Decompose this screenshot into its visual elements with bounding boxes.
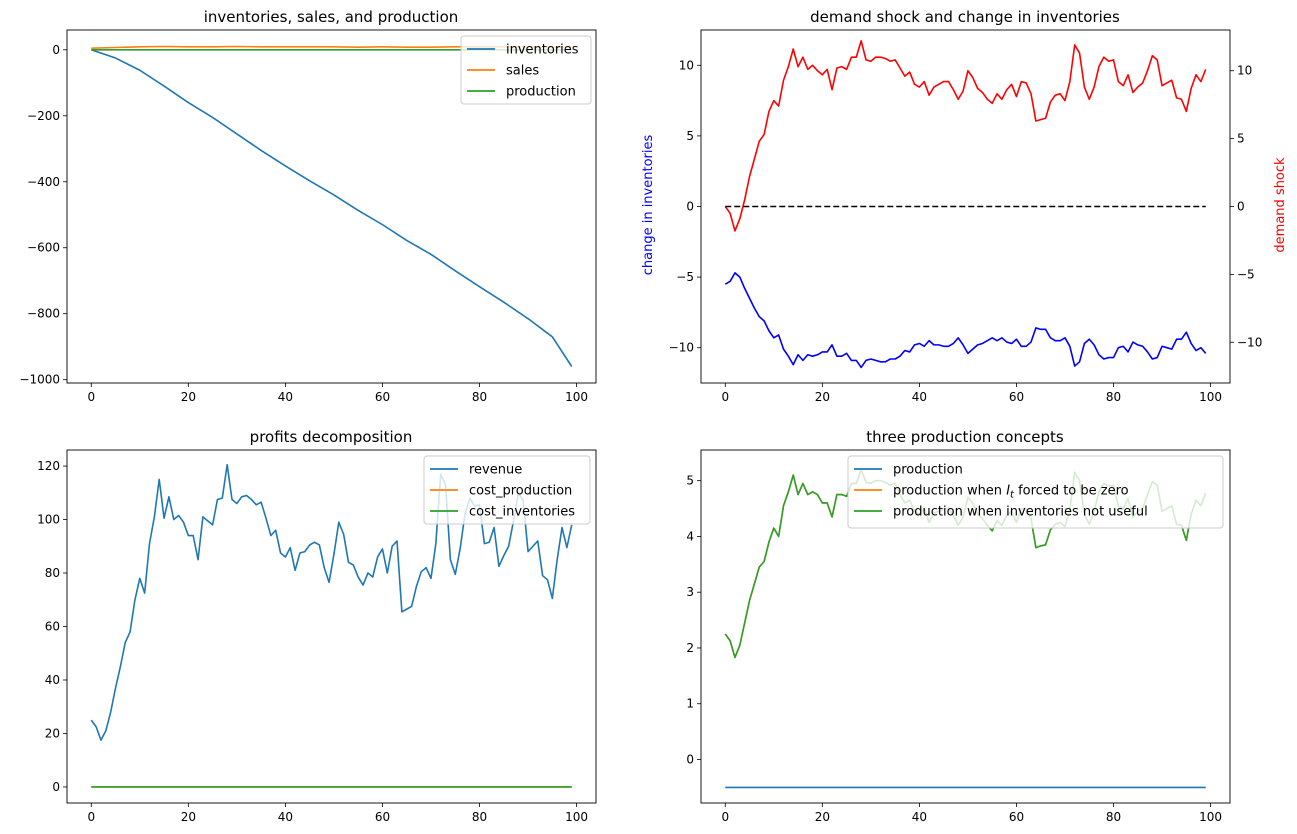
y-tick-label: 5 xyxy=(686,474,694,488)
x-tick-label: 20 xyxy=(181,810,196,824)
legend-label: revenue xyxy=(469,463,522,478)
y-tick-label: 10 xyxy=(679,58,694,72)
x-tick-label: 0 xyxy=(721,390,729,404)
x-tick-label: 80 xyxy=(472,810,487,824)
panel-title: profits decomposition xyxy=(250,428,413,446)
y-tick-label: 5 xyxy=(686,129,694,143)
legend-label: cost_inventories xyxy=(469,505,575,520)
y-tick-label: 0 xyxy=(686,753,694,767)
x-tick-label: 0 xyxy=(721,810,729,824)
legend-box xyxy=(460,35,592,105)
y-tick-label: 20 xyxy=(45,726,60,740)
x-tick-label: 80 xyxy=(472,390,487,404)
ylabel-right: demand shock xyxy=(1273,157,1288,253)
panel-three-production-concepts: three production concepts 0 20 40 60 80 100 0 1… xyxy=(686,428,1231,824)
y-tick-label: 120 xyxy=(37,459,60,473)
ylabel-left: change in inventories xyxy=(641,135,656,276)
y-tick-label: −600 xyxy=(27,241,60,255)
legend-label: inventories xyxy=(506,43,579,58)
series-line-change-in-inventories xyxy=(724,272,1207,369)
y-tick-label: 1 xyxy=(686,697,694,711)
series-line-inventories xyxy=(91,49,573,367)
plot-area xyxy=(90,463,573,788)
y-tick-label: −1000 xyxy=(19,373,60,387)
x-tick-label: 20 xyxy=(815,810,830,824)
y-tick-label: 80 xyxy=(45,566,60,580)
legend-label: production when It forced to be zero xyxy=(893,484,1129,501)
x-tick-label: 40 xyxy=(912,390,927,404)
legend-label: sales xyxy=(506,64,539,79)
x-tick-label: 80 xyxy=(1106,810,1121,824)
x-tick-label: 0 xyxy=(87,390,95,404)
y-tick-label: −200 xyxy=(27,109,60,123)
panel-profits-decomposition: profits decomposition 0 20 40 60 80 100 0 20 40 6… xyxy=(37,428,597,824)
legend: inventories sales production xyxy=(460,35,592,105)
legend-box xyxy=(847,455,1224,529)
y-tick-label-right: −10 xyxy=(1237,335,1262,349)
x-tick-label: 20 xyxy=(815,390,830,404)
legend-label: production when inventories not useful xyxy=(893,505,1148,520)
legend: revenue cost_production cost_inventories xyxy=(423,455,591,525)
x-tick-label: 0 xyxy=(87,810,95,824)
x-tick-label: 60 xyxy=(375,390,390,404)
y-tick-label: 0 xyxy=(52,780,60,794)
panel-inventories-sales-production: inventories, sales, and production 0 20 40… xyxy=(19,8,597,404)
plot-area xyxy=(724,40,1207,369)
y-tick-label-right: 5 xyxy=(1237,132,1245,146)
x-tick-label: 20 xyxy=(181,390,196,404)
y-tick-label: −5 xyxy=(676,270,694,284)
x-tick-label: 60 xyxy=(375,810,390,824)
y-tick-label: 100 xyxy=(37,513,60,527)
panel-title: demand shock and change in inventories xyxy=(810,8,1120,26)
y-tick-label: −800 xyxy=(27,307,60,321)
axes-frame xyxy=(700,449,1231,804)
panel-title: inventories, sales, and production xyxy=(204,8,459,26)
y-tick-label: −400 xyxy=(27,175,60,189)
y-tick-label: 2 xyxy=(686,641,694,655)
y-tick-label: 0 xyxy=(686,200,694,214)
panel-demand-shock: demand shock and change in inventories c… xyxy=(641,8,1288,404)
x-tick-label: 40 xyxy=(278,390,293,404)
x-tick-label: 60 xyxy=(1009,810,1024,824)
y-tick-label: 40 xyxy=(45,673,60,687)
legend-label: cost_production xyxy=(469,484,572,499)
y-tick-label: 0 xyxy=(52,43,60,57)
x-tick-label: 80 xyxy=(1106,390,1121,404)
x-tick-label: 100 xyxy=(565,810,588,824)
y-tick-label: 3 xyxy=(686,585,694,599)
y-tick-label-right: 10 xyxy=(1237,64,1252,78)
legend-label: production xyxy=(506,85,576,100)
x-tick-label: 40 xyxy=(912,810,927,824)
axes-frame xyxy=(66,29,597,384)
y-tick-label: 4 xyxy=(686,529,694,543)
legend-label: production xyxy=(893,463,963,478)
series-line-demand-shock xyxy=(724,40,1207,232)
x-tick-label: 100 xyxy=(1199,390,1222,404)
x-tick-label: 100 xyxy=(1199,810,1222,824)
x-tick-label: 60 xyxy=(1009,390,1024,404)
y-tick-label: −10 xyxy=(669,341,694,355)
y-tick-label-right: −5 xyxy=(1237,267,1255,281)
legend: production production when It forced to b… xyxy=(847,455,1224,529)
x-tick-label: 100 xyxy=(565,390,588,404)
series-line-revenue xyxy=(90,463,573,741)
panel-title: three production concepts xyxy=(866,428,1064,446)
x-tick-label: 40 xyxy=(278,810,293,824)
legend-box xyxy=(423,455,591,525)
y-tick-label: 60 xyxy=(45,620,60,634)
y-tick-label-right: 0 xyxy=(1237,200,1245,214)
